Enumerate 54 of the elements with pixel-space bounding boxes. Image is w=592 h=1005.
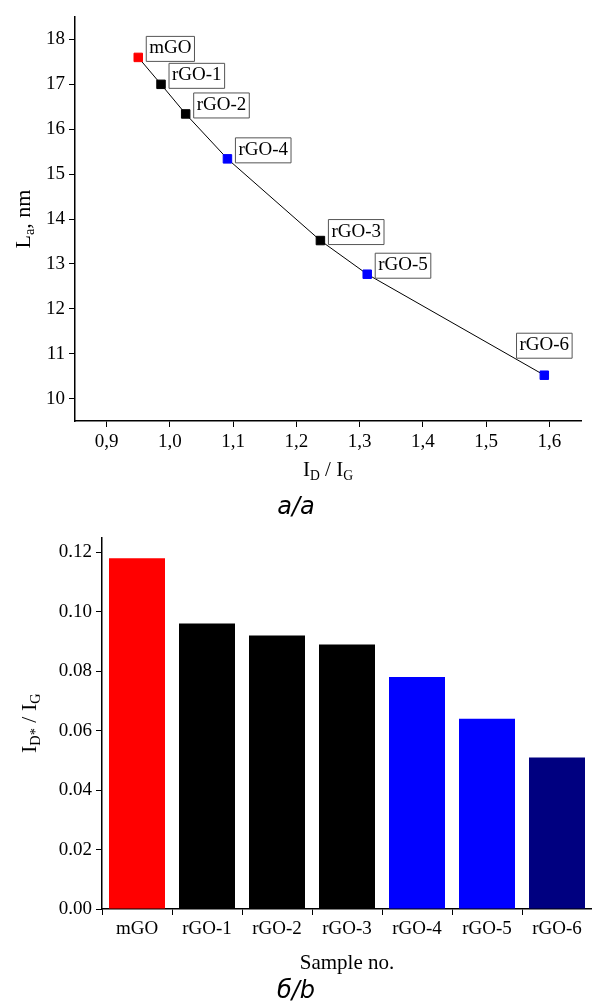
x-tick-label: 1,6 — [537, 430, 562, 452]
point — [156, 79, 166, 90]
y-tick-label: 11 — [46, 341, 65, 363]
point — [315, 235, 326, 246]
bar — [109, 558, 165, 909]
x-tick-label: rGO-5 — [462, 917, 512, 939]
x-tick-label: mGO — [115, 917, 159, 939]
x-tick-label: 1,5 — [474, 430, 498, 452]
y-tick-label: 17 — [46, 72, 65, 94]
x-tick-label: rGO-4 — [392, 917, 443, 939]
point — [180, 109, 191, 119]
x-tick-label: 1,3 — [347, 430, 372, 452]
annotation: rGO-1 — [172, 63, 222, 85]
x-tick-label: 1,1 — [221, 430, 245, 452]
x-tick-label: 1,2 — [284, 430, 309, 452]
y-tick-label: 18 — [46, 27, 65, 49]
x-tick-label: 1,4 — [411, 430, 436, 452]
y-axis-title: ID* / IG — [15, 693, 44, 753]
text: а/a — [277, 492, 315, 521]
y-tick-label: 15 — [46, 162, 65, 184]
bar — [389, 677, 445, 909]
x-tick-label: rGO-3 — [322, 917, 372, 939]
y-tick-label: 0.04 — [58, 778, 93, 800]
annotation: rGO-4 — [238, 137, 289, 159]
y-axis-title: La, nm — [9, 189, 38, 249]
y-tick-label: 0.02 — [58, 837, 92, 859]
x-tick-label: rGO-2 — [252, 917, 302, 939]
annotation: rGO-3 — [331, 219, 382, 241]
x-tick-label: rGO-6 — [532, 917, 582, 939]
y-tick-label: 0.12 — [58, 540, 92, 562]
y-tick-label: 0.10 — [58, 599, 92, 621]
y-tick-label: 14 — [46, 206, 66, 228]
bar — [459, 718, 515, 909]
y-tick-label: 0.08 — [58, 659, 92, 681]
y-tick-label: 16 — [46, 117, 65, 139]
x-tick-label: 1,0 — [158, 430, 182, 452]
x-tick-label: rGO-1 — [182, 917, 232, 939]
y-tick-label: 0.06 — [58, 718, 92, 740]
point — [222, 154, 233, 164]
y-tick-label: 10 — [46, 386, 65, 408]
x-axis-title: Sample no. — [299, 949, 395, 974]
point — [362, 269, 372, 279]
y-tick-label: 0.00 — [58, 896, 92, 918]
annotation: rGO-6 — [519, 333, 570, 355]
annotation: mGO — [149, 36, 192, 58]
annotation: rGO-5 — [378, 253, 428, 275]
point — [539, 370, 550, 380]
annotation: rGO-2 — [196, 92, 247, 114]
point — [133, 52, 143, 63]
bar — [529, 757, 585, 909]
y-tick-label: 13 — [46, 251, 65, 273]
text: б/b — [276, 976, 316, 1005]
x-tick-label: 0,9 — [94, 430, 119, 452]
y-tick-label: 12 — [46, 296, 65, 318]
